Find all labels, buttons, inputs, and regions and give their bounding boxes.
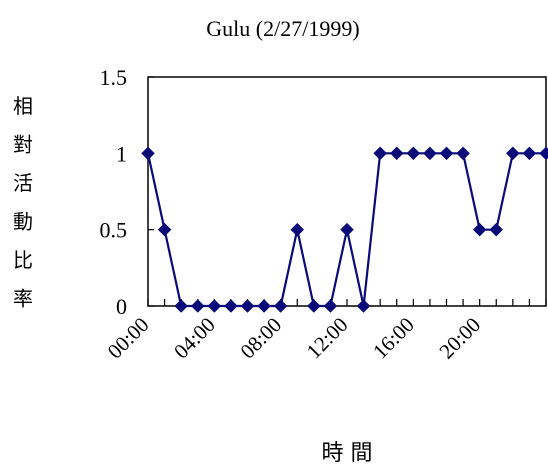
data-point-marker: [522, 146, 537, 161]
y-tick-label: 1.5: [100, 65, 128, 90]
series-activity: [141, 146, 548, 313]
data-point-marker: [472, 222, 487, 237]
data-point-marker: [340, 222, 354, 237]
data-point-marker: [174, 299, 189, 313]
y-tick-label: 0.5: [100, 218, 128, 243]
y-tick-label: 1: [116, 141, 127, 166]
data-point-marker: [190, 299, 205, 313]
data-point-marker: [323, 299, 338, 313]
y-axis-label-char: 比: [13, 248, 33, 272]
y-axis-label-char: 相: [13, 94, 33, 118]
data-point-marker: [489, 222, 504, 237]
x-tick-label: 04:00: [169, 313, 220, 364]
data-point-marker: [273, 299, 288, 313]
x-tick-label: 12:00: [302, 313, 353, 364]
x-tick-label: 00:00: [103, 313, 154, 364]
data-point-marker: [257, 299, 271, 313]
data-point-marker: [406, 146, 421, 161]
data-point-marker: [389, 146, 404, 161]
y-axis-label-char: 率: [13, 287, 33, 311]
y-axis-label-char: 動: [13, 210, 33, 234]
data-point-marker: [141, 146, 155, 161]
plot-area: [147, 76, 547, 307]
y-axis-label-char: 對: [13, 133, 33, 157]
data-point-marker: [423, 146, 437, 161]
x-tick-label: 16:00: [368, 313, 419, 364]
data-point-marker: [456, 146, 470, 161]
x-axis-ticks: 00:00 04:00 08:00 12:00 16:00 20:00: [103, 299, 547, 364]
x-tick-label: 08:00: [235, 313, 286, 364]
data-point-marker: [157, 222, 172, 237]
y-axis-ticks: 0 0.5 1 1.5: [100, 65, 154, 319]
data-point-marker: [373, 146, 388, 161]
data-point-marker: [207, 299, 222, 313]
chart-title: Gulu (2/27/1999): [206, 16, 359, 41]
data-point-marker: [539, 146, 548, 161]
data-point-marker: [290, 222, 305, 237]
data-point-marker: [224, 299, 238, 313]
data-point-marker: [356, 299, 371, 313]
data-point-marker: [505, 146, 520, 161]
x-axis-label: 時 間: [322, 441, 373, 466]
x-tick-label: 20:00: [434, 313, 485, 364]
data-point-marker: [240, 299, 255, 313]
y-axis-label-char: 活: [13, 171, 33, 195]
data-point-marker: [439, 146, 454, 161]
data-point-marker: [306, 299, 321, 313]
y-tick-label: 0: [116, 294, 127, 319]
